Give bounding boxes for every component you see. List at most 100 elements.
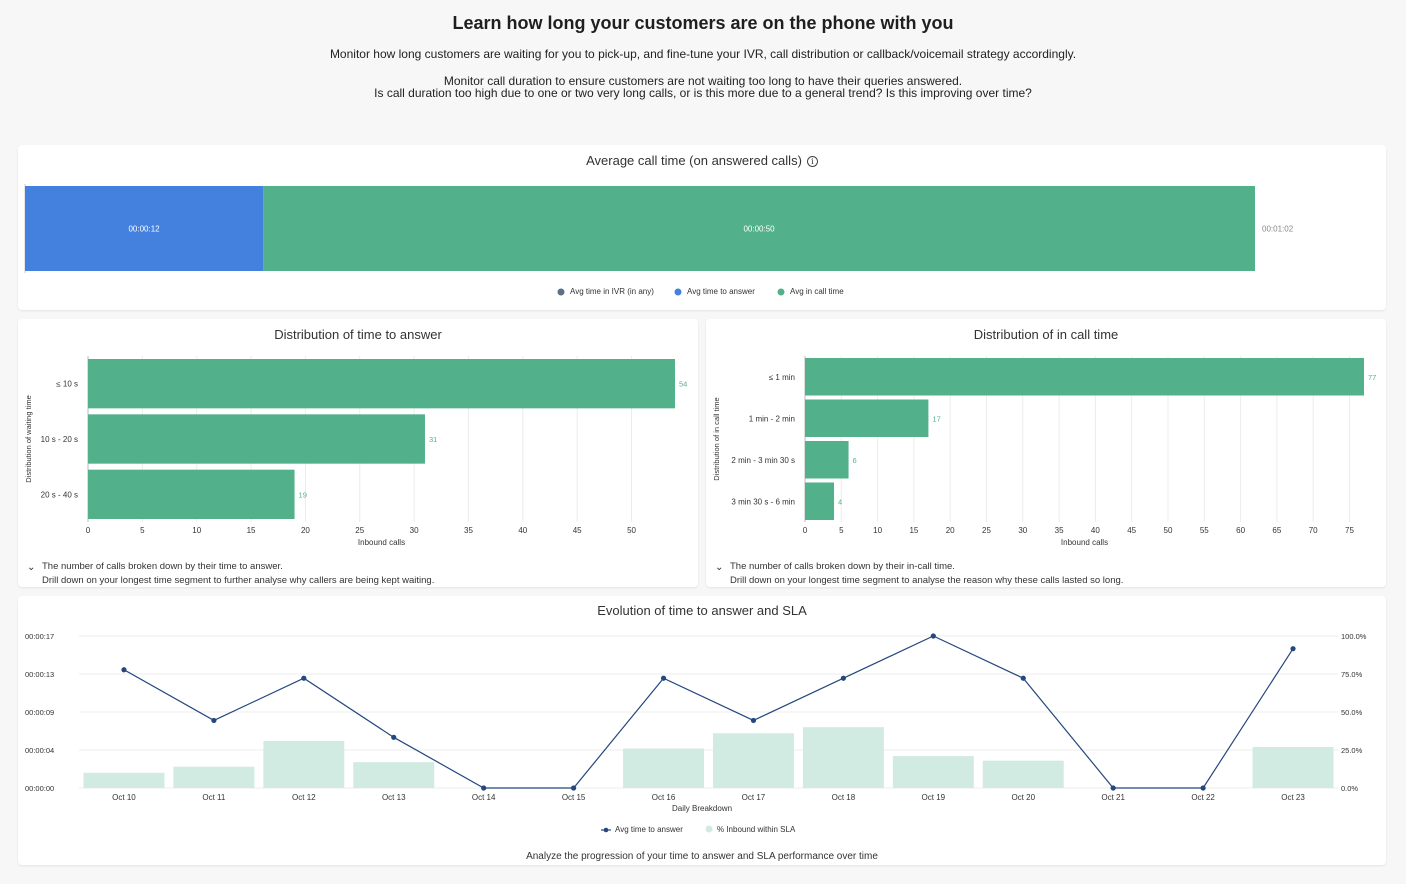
in-call-time-chart: 0 5 10 15 20 25 30 35 40 45 50 55 60 65 70 75 77 ≤ 1 min 1… [712, 356, 1376, 547]
x-tick-label: 5 [140, 526, 145, 535]
average-call-time-title: Average call time (on answered calls) i [18, 153, 1386, 168]
legend-bar-marker [705, 825, 713, 833]
page-subtitle: Monitor how long customers are waiting f… [329, 47, 1077, 61]
page-description-line-2: Is call duration too high due to one or … [374, 86, 1032, 100]
sla-bar[interactable] [83, 772, 165, 788]
time-to-answer-desc-line-2: Drill down on your longest time segment … [42, 575, 435, 586]
line-point[interactable] [750, 717, 757, 724]
evolution-chart: 00:00:00 00:00:04 00:00:09 00:00:13 00:00:17… [25, 632, 1367, 834]
bar-segment-label: 00:00:50 [743, 225, 775, 234]
bar[interactable] [805, 482, 835, 521]
time-to-answer-desc-line-1: The number of calls broken down by their… [42, 561, 283, 572]
line-point[interactable] [301, 675, 307, 681]
sla-bar[interactable] [263, 740, 345, 788]
line-point[interactable] [1110, 785, 1116, 791]
sla-bar[interactable] [623, 748, 705, 788]
bar-segment-2[interactable] [25, 186, 264, 271]
category-label: 3 min 30 s - 6 min [731, 497, 795, 506]
info-icon[interactable]: i [806, 156, 818, 167]
x-tick-label: 65 [1272, 526, 1281, 535]
x-tick-label: Oct 22 [1191, 793, 1215, 802]
line-point[interactable] [481, 785, 487, 791]
x-tick-label: 75 [1345, 526, 1354, 535]
x-tick-label: 55 [1200, 526, 1209, 535]
bar-value-label: 19 [299, 490, 307, 499]
line-point[interactable] [660, 675, 667, 681]
bar[interactable] [805, 441, 849, 479]
line-point[interactable] [930, 633, 936, 639]
bar-value-label: 17 [932, 414, 940, 423]
evolution-footer: Analyze the progression of your time to … [526, 851, 878, 862]
bar-segment-3[interactable] [263, 186, 1255, 271]
bar-value-label: 4 [838, 497, 842, 506]
time-to-answer-card: Distribution of time to answer 0 5 10 15 20 2… [18, 319, 698, 587]
line-point[interactable] [1200, 785, 1206, 791]
x-tick-label: Oct 12 [292, 793, 316, 802]
sla-bar[interactable] [982, 760, 1064, 788]
line-point[interactable] [571, 785, 577, 791]
bar[interactable] [805, 399, 929, 438]
x-tick-label: 20 [946, 526, 955, 535]
x-tick-label: Oct 10 [112, 793, 136, 802]
category-label: 20 s - 40 s [41, 490, 78, 499]
legend-label: Avg in call time [790, 287, 844, 296]
bar-value-label: 31 [429, 435, 437, 444]
legend-label: % Inbound within SLA [717, 825, 796, 834]
in-call-time-card: Distribution of in call time 0 5 10 15 20 25 3… [706, 319, 1386, 587]
x-tick-label: Oct 14 [472, 793, 496, 802]
sla-bar[interactable] [1252, 746, 1334, 788]
line-point[interactable] [391, 734, 397, 740]
y-right-tick-label: 50.0% [1341, 708, 1363, 717]
sla-bar[interactable] [173, 766, 255, 788]
bar-value-label: 54 [679, 380, 687, 389]
x-tick-label: 10 [192, 526, 201, 535]
x-tick-label: 40 [518, 526, 527, 535]
x-tick-label: 30 [410, 526, 419, 535]
bar[interactable] [88, 469, 295, 519]
x-tick-label: 30 [1018, 526, 1027, 535]
x-tick-label: 25 [355, 526, 364, 535]
legend-label: Avg time in IVR (in any) [570, 287, 654, 296]
legend-marker [557, 288, 565, 296]
evolution-title: Evolution of time to answer and SLA [597, 603, 807, 618]
sla-bar[interactable] [353, 762, 435, 788]
legend-label: Avg time to answer [687, 287, 755, 296]
sla-bar[interactable] [802, 727, 884, 788]
y-left-tick-label: 00:00:13 [25, 670, 54, 679]
page-title: Learn how long your customers are on the… [452, 13, 954, 33]
x-tick-label: 50 [1164, 526, 1173, 535]
x-tick-label: 20 [301, 526, 310, 535]
chevron-down-icon[interactable]: ⌄ [27, 562, 36, 573]
x-tick-label: 45 [1127, 526, 1136, 535]
x-tick-label: 50 [627, 526, 636, 535]
x-tick-label: 0 [86, 526, 91, 535]
bar[interactable] [805, 358, 1364, 396]
sla-bar[interactable] [892, 756, 974, 788]
bar-value-label: 77 [1368, 373, 1376, 382]
x-tick-label: Oct 21 [1101, 793, 1125, 802]
line-point[interactable] [1290, 646, 1296, 652]
chevron-down-icon[interactable]: ⌄ [715, 562, 724, 573]
bar[interactable] [88, 359, 675, 409]
category-label: 2 min - 3 min 30 s [731, 456, 795, 465]
sla-bar[interactable] [712, 733, 794, 788]
category-label: 1 min - 2 min [749, 414, 795, 423]
y-left-tick-label: 00:00:00 [25, 784, 54, 793]
time-to-answer-chart: 0 5 10 15 20 25 30 35 40 45 50 54 ≤ 10 s 31 10 s - 20 … [24, 356, 687, 547]
line-point[interactable] [121, 667, 127, 673]
x-tick-label: Oct 19 [922, 793, 946, 802]
time-to-answer-title: Distribution of time to answer [274, 327, 442, 342]
legend-marker [674, 288, 682, 296]
in-call-time-description: The number of calls broken down by their… [730, 560, 1123, 588]
x-tick-label: 25 [982, 526, 991, 535]
line-point[interactable] [840, 675, 846, 681]
evolution-card: Evolution of time to answer and SLA 00:0… [18, 596, 1386, 865]
line-point[interactable] [1020, 675, 1026, 681]
line-point[interactable] [211, 717, 217, 724]
average-call-time-title-text: Average call time (on answered calls) [586, 153, 802, 168]
x-axis-title: Inbound calls [1061, 538, 1108, 547]
page-description-line-1: Monitor call duration to ensure customer… [443, 74, 963, 88]
bar[interactable] [88, 414, 425, 464]
y-right-tick-label: 25.0% [1341, 746, 1363, 755]
x-tick-label: Oct 11 [202, 793, 226, 802]
